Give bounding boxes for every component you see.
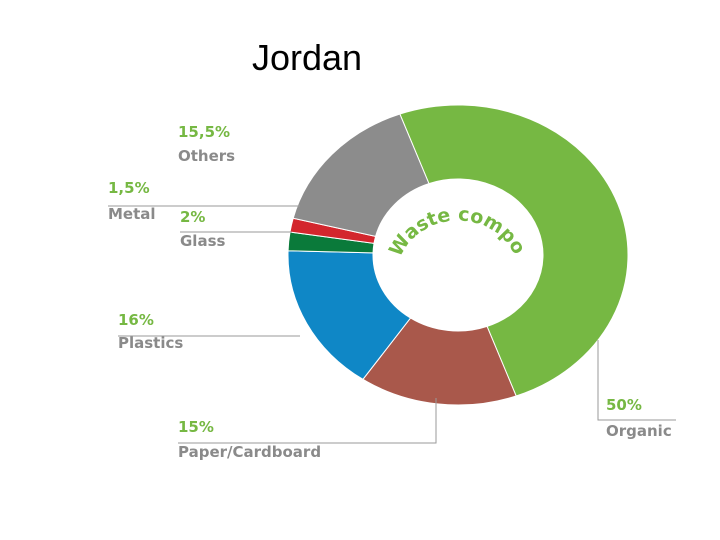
value-label: 15% [178, 418, 214, 436]
chart-title: Jordan [252, 37, 362, 78]
wedge [292, 113, 430, 237]
category-label: Organic [606, 422, 672, 440]
value-label: 50% [606, 396, 642, 414]
wedge [399, 104, 629, 397]
category-label: Paper/Cardboard [178, 443, 321, 461]
value-label: 1,5% [108, 179, 150, 197]
leader-line [178, 398, 437, 444]
leader-line [597, 340, 676, 421]
category-label: Others [178, 147, 235, 165]
category-label: Metal [108, 205, 156, 223]
value-label: 15,5% [178, 123, 230, 141]
category-label: Plastics [118, 334, 183, 352]
category-label: Glass [180, 232, 226, 250]
value-label: 16% [118, 311, 154, 329]
value-label: 2% [180, 208, 205, 226]
